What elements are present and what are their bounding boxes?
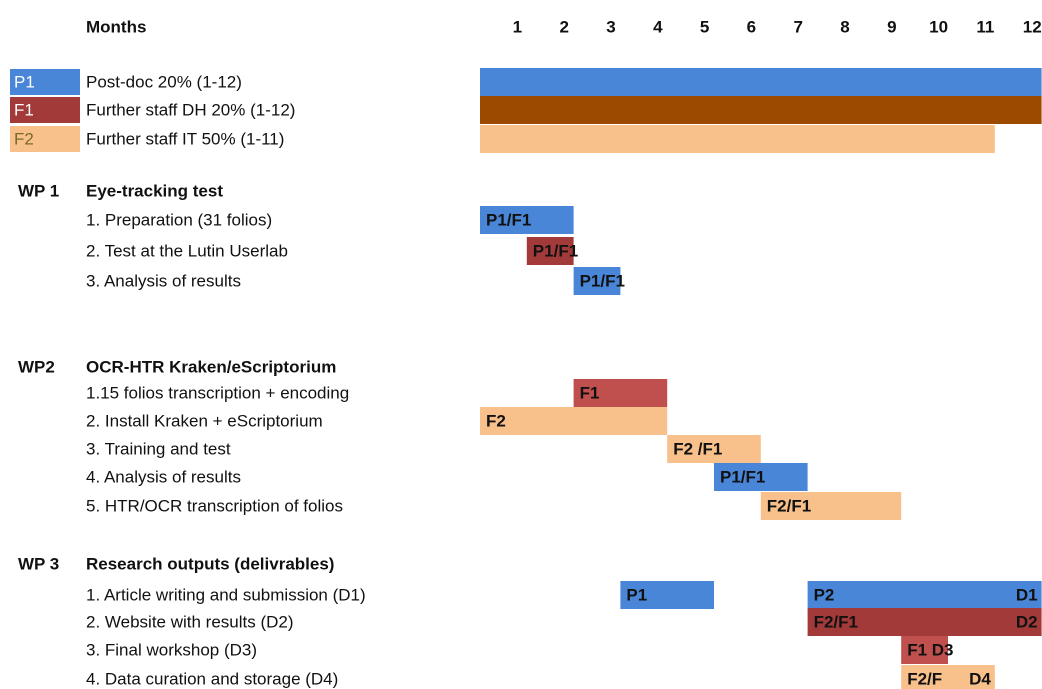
bar-label: F2/F — [907, 669, 942, 688]
task-name: 5. HTR/OCR transcription of folios — [86, 496, 343, 515]
task-bar — [480, 206, 574, 234]
month-label: 12 — [1023, 17, 1042, 36]
bar-label: F2/F1 — [767, 496, 811, 515]
wp-title: OCR-HTR Kraken/eScriptorium — [86, 357, 336, 376]
task-name: 3. Analysis of results — [86, 271, 241, 290]
bar-label: P1 — [626, 585, 647, 604]
task-name: 1. Article writing and submission (D1) — [86, 585, 366, 604]
task-bar — [667, 435, 761, 463]
bar-label: F2 /F1 — [673, 439, 722, 458]
staff-name: Further staff DH 20% (1-12) — [86, 100, 295, 119]
task-name: 4. Data curation and storage (D4) — [86, 669, 338, 688]
wp-title: Eye-tracking test — [86, 181, 223, 200]
month-label: 5 — [700, 17, 709, 36]
task-name: 3. Training and test — [86, 439, 231, 458]
task-name: 2. Install Kraken + eScriptorium — [86, 411, 323, 430]
month-label: 1 — [513, 17, 522, 36]
month-label: 4 — [653, 17, 663, 36]
bar-label: F2/F1 — [814, 612, 858, 631]
bar-end-label: D1 — [1016, 585, 1038, 604]
month-label: 2 — [559, 17, 568, 36]
task-bar — [714, 463, 808, 491]
task-bar — [901, 636, 948, 664]
staff-code: F1 — [14, 100, 34, 119]
task-name: 2. Website with results (D2) — [86, 612, 294, 631]
task-bar — [807, 608, 1042, 636]
bar-label: P1/F1 — [580, 271, 625, 290]
bar-label: F2 — [486, 411, 506, 430]
month-label: 7 — [793, 17, 802, 36]
task-name: 4. Analysis of results — [86, 467, 241, 486]
staff-name: Further staff IT 50% (1-11) — [86, 129, 284, 148]
staff-bar — [480, 125, 995, 153]
staff-code-box — [10, 126, 80, 152]
task-name: 2. Test at the Lutin Userlab — [86, 241, 288, 260]
bar-end-label: D4 — [969, 669, 991, 688]
bar-label: P1/F1 — [533, 241, 578, 260]
task-name: 1. Preparation (31 folios) — [86, 210, 272, 229]
bar-label: P1/F1 — [486, 210, 531, 229]
task-bar — [901, 665, 995, 689]
task-bar — [807, 581, 1042, 609]
bar-label: P1/F1 — [720, 467, 765, 486]
month-label: 9 — [887, 17, 896, 36]
staff-code-box — [10, 97, 80, 123]
task-bar — [573, 267, 621, 295]
task-bar — [620, 581, 714, 609]
month-label: 10 — [929, 17, 948, 36]
bar-label: F1 — [580, 383, 600, 402]
task-bar — [480, 407, 668, 435]
wp-id: WP2 — [18, 357, 55, 376]
months-title: Months — [86, 17, 146, 36]
wp-title: Research outputs (delivrables) — [86, 554, 334, 573]
month-label: 11 — [976, 17, 994, 36]
staff-code-box — [10, 69, 80, 95]
staff-bar — [480, 96, 1042, 124]
month-label: 8 — [840, 17, 849, 36]
task-name: 3. Final workshop (D3) — [86, 640, 257, 659]
bar-end-label: D2 — [1016, 612, 1038, 631]
task-bar — [573, 379, 668, 407]
task-bar — [526, 237, 574, 265]
wp-id: WP 1 — [18, 181, 59, 200]
task-name: 1.15 folios transcription + encoding — [86, 383, 349, 402]
staff-code: F2 — [14, 129, 34, 148]
bar-label: F1 D3 — [907, 640, 953, 659]
staff-name: Post-doc 20% (1-12) — [86, 72, 242, 91]
bar-label: P2 — [814, 585, 835, 604]
wp-id: WP 3 — [18, 554, 59, 573]
staff-code: P1 — [14, 72, 35, 91]
task-bar — [760, 492, 902, 520]
month-label: 3 — [606, 17, 615, 36]
month-label: 6 — [747, 17, 756, 36]
staff-bar — [480, 68, 1042, 96]
